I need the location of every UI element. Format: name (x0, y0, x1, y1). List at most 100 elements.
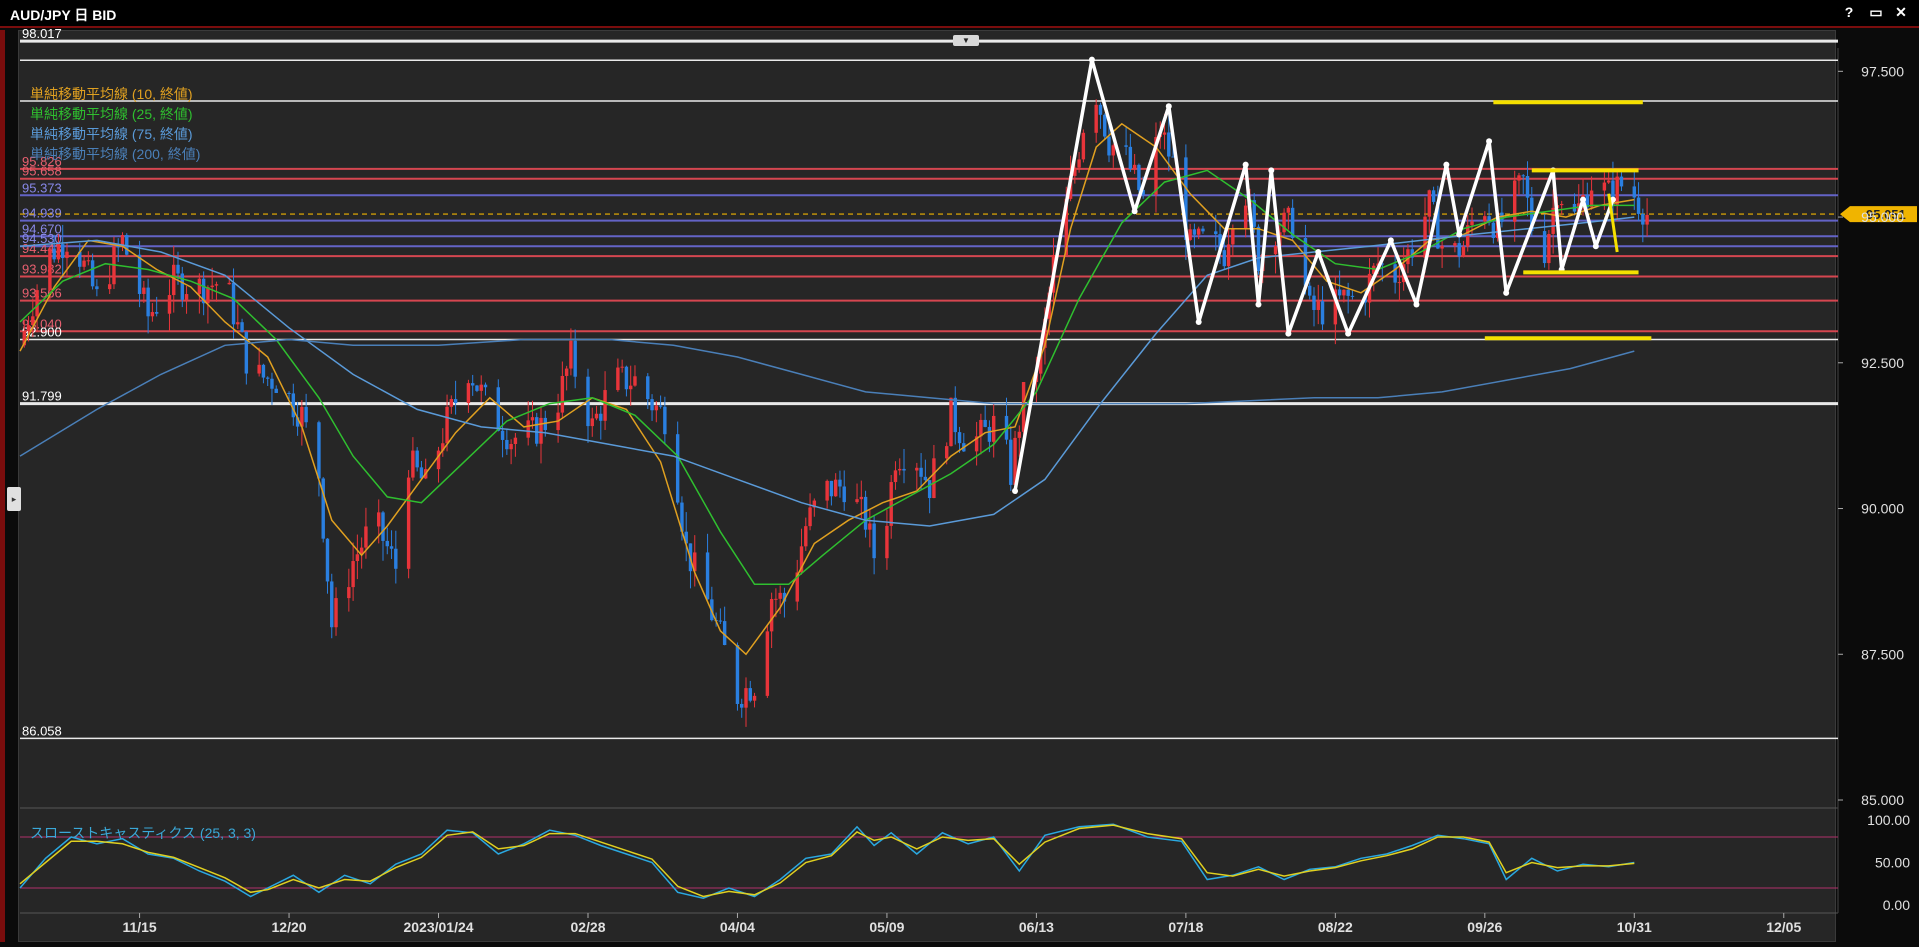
candle-body (1107, 136, 1111, 156)
candle-body (560, 375, 565, 413)
candle-body (1632, 186, 1636, 198)
price-level-label: 98.017 (22, 26, 62, 41)
candle-body (240, 322, 244, 332)
candle-body (1316, 301, 1320, 310)
candle-body (291, 393, 296, 418)
side-panel-handle[interactable]: ▸ (7, 487, 21, 511)
candle-body (1073, 167, 1077, 176)
candle-body (1337, 289, 1342, 296)
candle-body (1009, 439, 1013, 485)
price-level-label: 94.939 (22, 206, 62, 221)
candle-body (321, 478, 325, 539)
candle-body (1547, 233, 1551, 264)
y-tick-label: 87.500 (1861, 646, 1904, 662)
zigzag-node (1131, 208, 1138, 215)
candle-body (1252, 200, 1256, 227)
zigzag-node (1242, 161, 1249, 168)
candle-body (1542, 231, 1547, 264)
zigzag-node (1012, 488, 1019, 495)
candle-body (48, 248, 52, 291)
candle-body (663, 406, 667, 435)
candle-body (633, 376, 637, 386)
zigzag-node (1580, 196, 1587, 203)
candle-body (1512, 180, 1517, 222)
candle-body (1077, 159, 1081, 168)
sma10-line (19, 122, 1635, 656)
candle-body (475, 385, 479, 391)
axes: 95.051 97.500 95.000 92.500 90.000 87.500 85.0… (122, 63, 1917, 935)
candle-body (1162, 132, 1167, 135)
candle-body (1440, 245, 1444, 249)
candle-body (244, 331, 249, 374)
candle-body (125, 235, 129, 255)
candle-body (915, 467, 919, 471)
candle-body (419, 467, 424, 479)
candle-body (86, 260, 91, 262)
price-level-label: 95.658 (22, 164, 62, 179)
zigzag-node (1387, 237, 1394, 244)
candle-body (1457, 243, 1461, 257)
candle-body (351, 561, 355, 588)
candle-body (261, 364, 266, 378)
candle-body (650, 399, 654, 411)
candle-body (795, 572, 799, 602)
candle-body (347, 587, 351, 599)
candle-body (441, 443, 445, 451)
stochastic-panel: 100.00 50.00 0.00 スローストキャスティクス (25, 3, 3) (19, 812, 1910, 913)
candle-body (599, 413, 603, 421)
candle-body (740, 703, 744, 708)
price-level-label: 95.826 (22, 154, 62, 169)
candle-body (1043, 318, 1047, 348)
candle-body (1461, 246, 1466, 257)
price-level-label: 91.799 (22, 389, 62, 404)
candle-body (539, 417, 543, 444)
candle-body (1103, 114, 1107, 137)
zigzag-node (1456, 231, 1463, 238)
candle-body (675, 434, 680, 503)
candle-body (1559, 203, 1564, 206)
candle-body (1487, 216, 1491, 223)
candle-body (1483, 216, 1487, 222)
candle-body (735, 644, 740, 704)
candle-body (56, 244, 61, 260)
zigzag-node (1088, 56, 1095, 63)
collapse-toggle-button[interactable]: ▼ (953, 35, 979, 46)
candle-body (1226, 244, 1231, 267)
maximize-button[interactable]: ▭ (1869, 4, 1883, 20)
candle-body (1218, 234, 1222, 251)
candle-body (1013, 437, 1017, 485)
candle-body (1410, 249, 1414, 258)
candle-body (176, 264, 180, 274)
candle-body (1128, 146, 1133, 169)
ma-legend-item: 単純移動平均線 (200, 終値) (30, 146, 200, 162)
sma75-line (19, 216, 1635, 527)
candle-body (1064, 198, 1069, 255)
candle-body (1500, 212, 1504, 222)
candle-body (1641, 213, 1645, 225)
zigzag-node (1315, 249, 1322, 256)
candle-body (1017, 431, 1022, 438)
close-button[interactable]: ✕ (1895, 4, 1907, 20)
candle-body (1038, 347, 1043, 374)
candle-body (620, 366, 624, 368)
candle-body (150, 312, 155, 317)
candle-body (470, 383, 475, 386)
window-left-border (0, 30, 5, 942)
candle-body (52, 248, 56, 260)
candle-body (991, 415, 996, 442)
help-button[interactable]: ? (1844, 4, 1854, 20)
candle-body (693, 552, 697, 572)
candle-body (95, 286, 99, 290)
sma25-line (19, 169, 1635, 586)
candle-body (1436, 201, 1440, 249)
candle-body (78, 251, 82, 267)
candle-body (974, 436, 979, 452)
candle-body (902, 468, 906, 471)
candle-body (1171, 156, 1175, 158)
candle-body (197, 278, 202, 295)
candle-body (325, 538, 330, 582)
candle-body (898, 468, 902, 471)
candle-body (1192, 229, 1197, 235)
candle-body (752, 695, 757, 701)
